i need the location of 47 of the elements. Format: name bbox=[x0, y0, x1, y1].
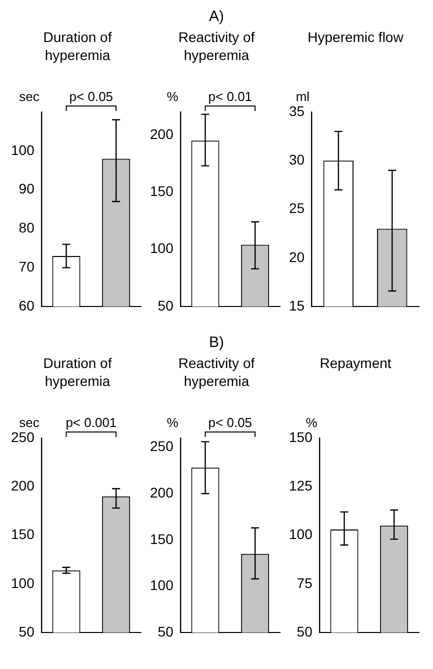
y-tick-label: 200 bbox=[11, 478, 35, 494]
chart-title: B) bbox=[208, 334, 225, 353]
y-tick-label: 125 bbox=[289, 478, 313, 494]
chart-subtitle: Repayment bbox=[318, 354, 392, 373]
text: p< 0.05 bbox=[69, 89, 114, 104]
chart-subtitle: Duration of hyperemia bbox=[42, 354, 113, 391]
y-tick-label: 250 bbox=[11, 428, 35, 445]
y-tick-label: 150 bbox=[150, 182, 174, 199]
y-axis-title: % bbox=[306, 415, 318, 430]
y-tick-label: 250 bbox=[150, 438, 174, 454]
chart-subtitle: Duration of hyperemia bbox=[42, 28, 113, 65]
y-tick-label: 200 bbox=[150, 484, 174, 500]
y-tick-label: 25 bbox=[288, 200, 305, 216]
chart-title: A) bbox=[208, 8, 225, 27]
y-tick-label: 100 bbox=[150, 577, 174, 594]
y-tick-label: 100 bbox=[11, 142, 35, 158]
y-tick-label: 100 bbox=[150, 240, 174, 256]
y-tick-label: 50 bbox=[296, 623, 313, 640]
y-tick-label: 200 bbox=[150, 126, 174, 142]
y-tick-label: 50 bbox=[158, 297, 174, 314]
y-tick-label: 150 bbox=[150, 530, 174, 547]
y-tick-label: 30 bbox=[288, 152, 305, 168]
y-axis-title: % bbox=[166, 89, 179, 104]
y-tick-label: 15 bbox=[288, 297, 305, 314]
chart-subtitle: Hyperemic flow bbox=[306, 28, 404, 47]
y-axis-title: ml bbox=[296, 89, 310, 104]
y-tick-label: 100 bbox=[11, 574, 35, 591]
y-tick-label: 90 bbox=[18, 180, 35, 197]
y-axis-title: sec bbox=[19, 89, 40, 104]
y-tick-label: 70 bbox=[18, 258, 35, 275]
y-tick-label: 20 bbox=[288, 248, 305, 265]
y-axis-title: sec bbox=[19, 415, 40, 430]
y-tick-label: 100 bbox=[289, 526, 313, 542]
text: p< 0.05 bbox=[208, 415, 252, 430]
y-tick-label: 75 bbox=[296, 574, 313, 591]
y-axis-title: % bbox=[166, 415, 179, 430]
y-tick-label: 50 bbox=[18, 623, 35, 640]
y-tick-label: 80 bbox=[18, 220, 35, 236]
text: p< 0.01 bbox=[208, 89, 252, 104]
chart-subtitle: Reactivity of hyperemia bbox=[177, 354, 256, 391]
chart-subtitle: Reactivity of hyperemia bbox=[177, 28, 256, 65]
y-tick-label: 150 bbox=[11, 526, 35, 542]
y-tick-label: 150 bbox=[289, 428, 313, 445]
y-tick-label: 35 bbox=[288, 102, 305, 119]
text: p< 0.001 bbox=[66, 415, 117, 430]
y-tick-label: 60 bbox=[18, 297, 35, 314]
y-tick-label: 50 bbox=[158, 623, 174, 640]
